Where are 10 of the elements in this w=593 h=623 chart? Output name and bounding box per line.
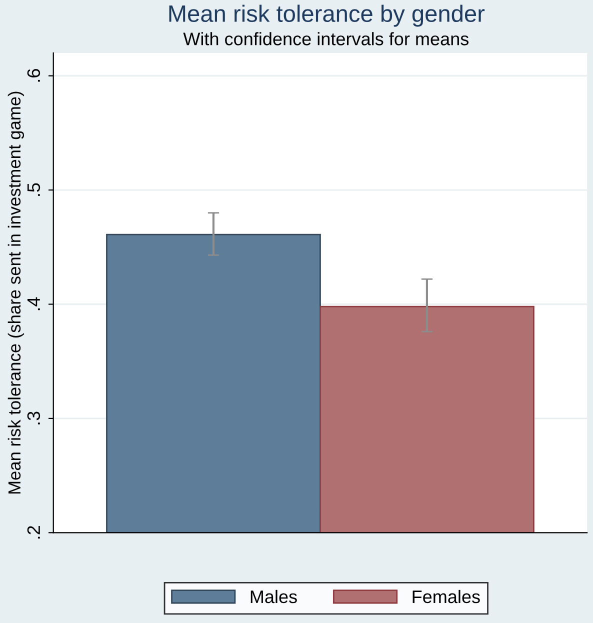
chart-subtitle: With confidence intervals for means bbox=[183, 32, 469, 46]
y-tick-label: .4 bbox=[27, 297, 40, 310]
y-axis-title: Mean risk tolerance (share sent in investment game) bbox=[8, 92, 24, 494]
legend-label: Females bbox=[412, 590, 480, 604]
chart-title: Mean risk tolerance by gender bbox=[169, 4, 485, 27]
y-tick-label: .2 bbox=[27, 526, 40, 539]
legend-label: Males bbox=[250, 590, 297, 604]
y-tick-label: .3 bbox=[27, 412, 40, 424]
y-tick-label: .6 bbox=[27, 69, 40, 82]
y-tick-label: .5 bbox=[27, 183, 40, 196]
